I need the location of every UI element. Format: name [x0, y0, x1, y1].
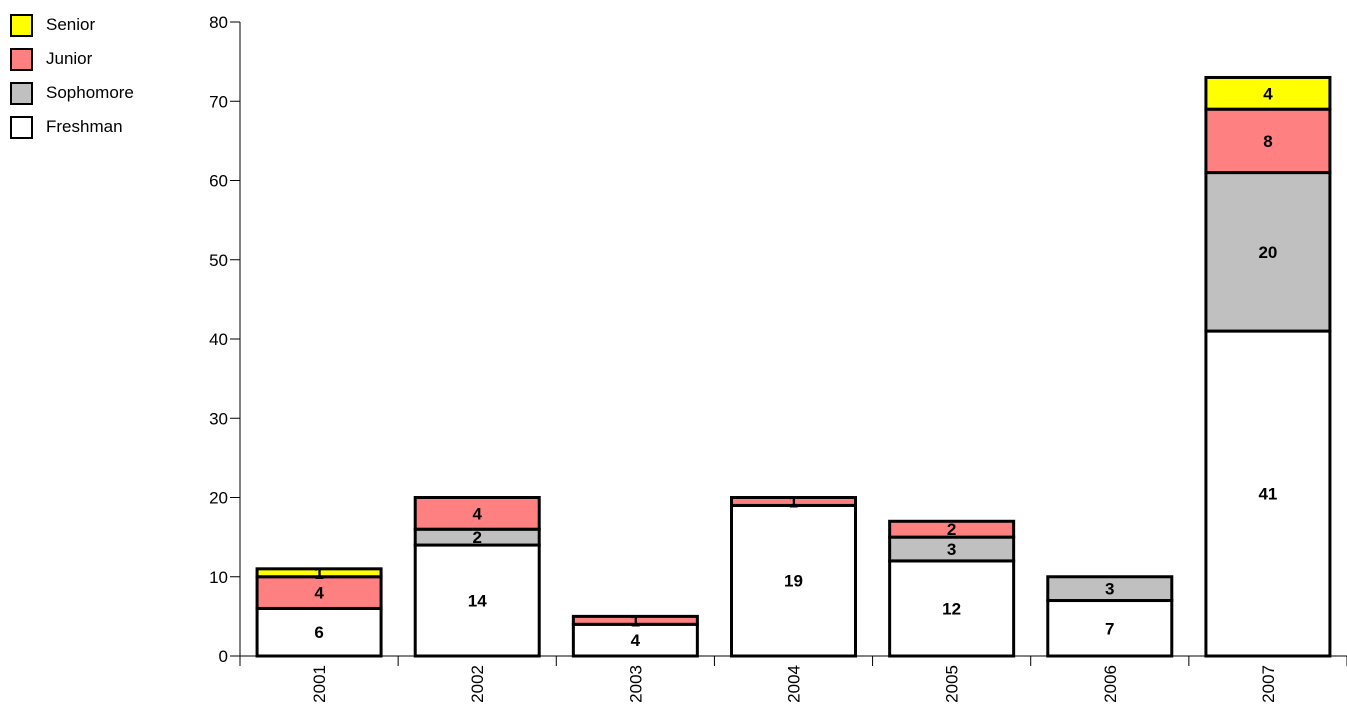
x-tick-label: 2004: [785, 665, 804, 703]
legend-swatch: [10, 81, 33, 105]
data-label: 19: [784, 572, 803, 591]
x-tick-label: 2003: [626, 665, 645, 703]
bar-segment: [255, 575, 383, 610]
bar-segment: [413, 496, 541, 531]
legend-swatch: [10, 115, 33, 139]
y-tick-label: 80: [209, 13, 228, 32]
x-tick-label: 2002: [468, 665, 487, 703]
bar-segment: [1204, 107, 1332, 175]
data-label: 2: [947, 520, 956, 539]
data-label: 4: [472, 504, 482, 523]
legend-item: Freshman: [10, 110, 134, 144]
bar-segment: [888, 519, 1016, 539]
data-label: 1: [789, 492, 798, 511]
legend-item: Junior: [10, 42, 134, 76]
data-label: 1: [631, 611, 640, 630]
bar-segment: [1046, 599, 1174, 658]
bar-segment: [730, 503, 857, 658]
legend-label: Freshman: [46, 117, 123, 136]
y-tick-label: 60: [209, 172, 228, 191]
legend-label: Sophomore: [46, 83, 134, 102]
x-tick-label: 2006: [1101, 665, 1120, 703]
x-tick-label: 2007: [1259, 665, 1278, 703]
bar-segment: [571, 614, 699, 626]
legend-label: Senior: [46, 15, 96, 34]
data-label: 4: [1263, 84, 1273, 103]
data-label: 3: [947, 540, 956, 559]
axes: 0 10 20 30 40 50 60 70 80 2001 2002 2003 2004 2005 200…: [209, 13, 1347, 703]
bar-segment: [888, 559, 1016, 658]
data-label: 2: [472, 528, 481, 547]
data-label: 14: [468, 592, 487, 611]
legend-label: Junior: [46, 49, 93, 68]
legend-swatch: [10, 13, 33, 37]
legend-item: Senior: [10, 8, 134, 42]
data-label: 4: [631, 631, 641, 650]
bar-segment: [255, 567, 383, 579]
data-label: 20: [1258, 243, 1277, 262]
y-tick-label: 70: [209, 92, 228, 111]
bar-segment: [255, 606, 383, 658]
legend-swatch: [10, 47, 33, 71]
y-tick-label: 30: [209, 409, 228, 428]
bar-segment: [1204, 329, 1332, 658]
y-tick-label: 40: [209, 330, 228, 349]
data-label: 3: [1105, 580, 1114, 599]
bar-segment: [730, 496, 857, 507]
data-label: 6: [314, 623, 323, 642]
data-label: 12: [942, 599, 961, 618]
data-label: 7: [1105, 619, 1114, 638]
bar-segment: [1046, 575, 1174, 603]
legend: Senior Junior Sophomore Freshman: [10, 8, 134, 144]
legend-item: Sophomore: [10, 76, 134, 110]
data-label: 8: [1263, 132, 1272, 151]
bar-segment: [1204, 75, 1332, 111]
data-label: 41: [1258, 485, 1277, 504]
y-tick-label: 20: [209, 489, 228, 508]
data-label: 4: [314, 584, 324, 603]
y-tick-label: 10: [209, 568, 228, 587]
x-tick-label: 2005: [943, 665, 962, 703]
y-tick-label: 50: [209, 251, 228, 270]
data-label: 1: [314, 564, 323, 583]
x-tick-label: 2001: [310, 665, 329, 703]
y-tick-label: 0: [219, 647, 228, 666]
